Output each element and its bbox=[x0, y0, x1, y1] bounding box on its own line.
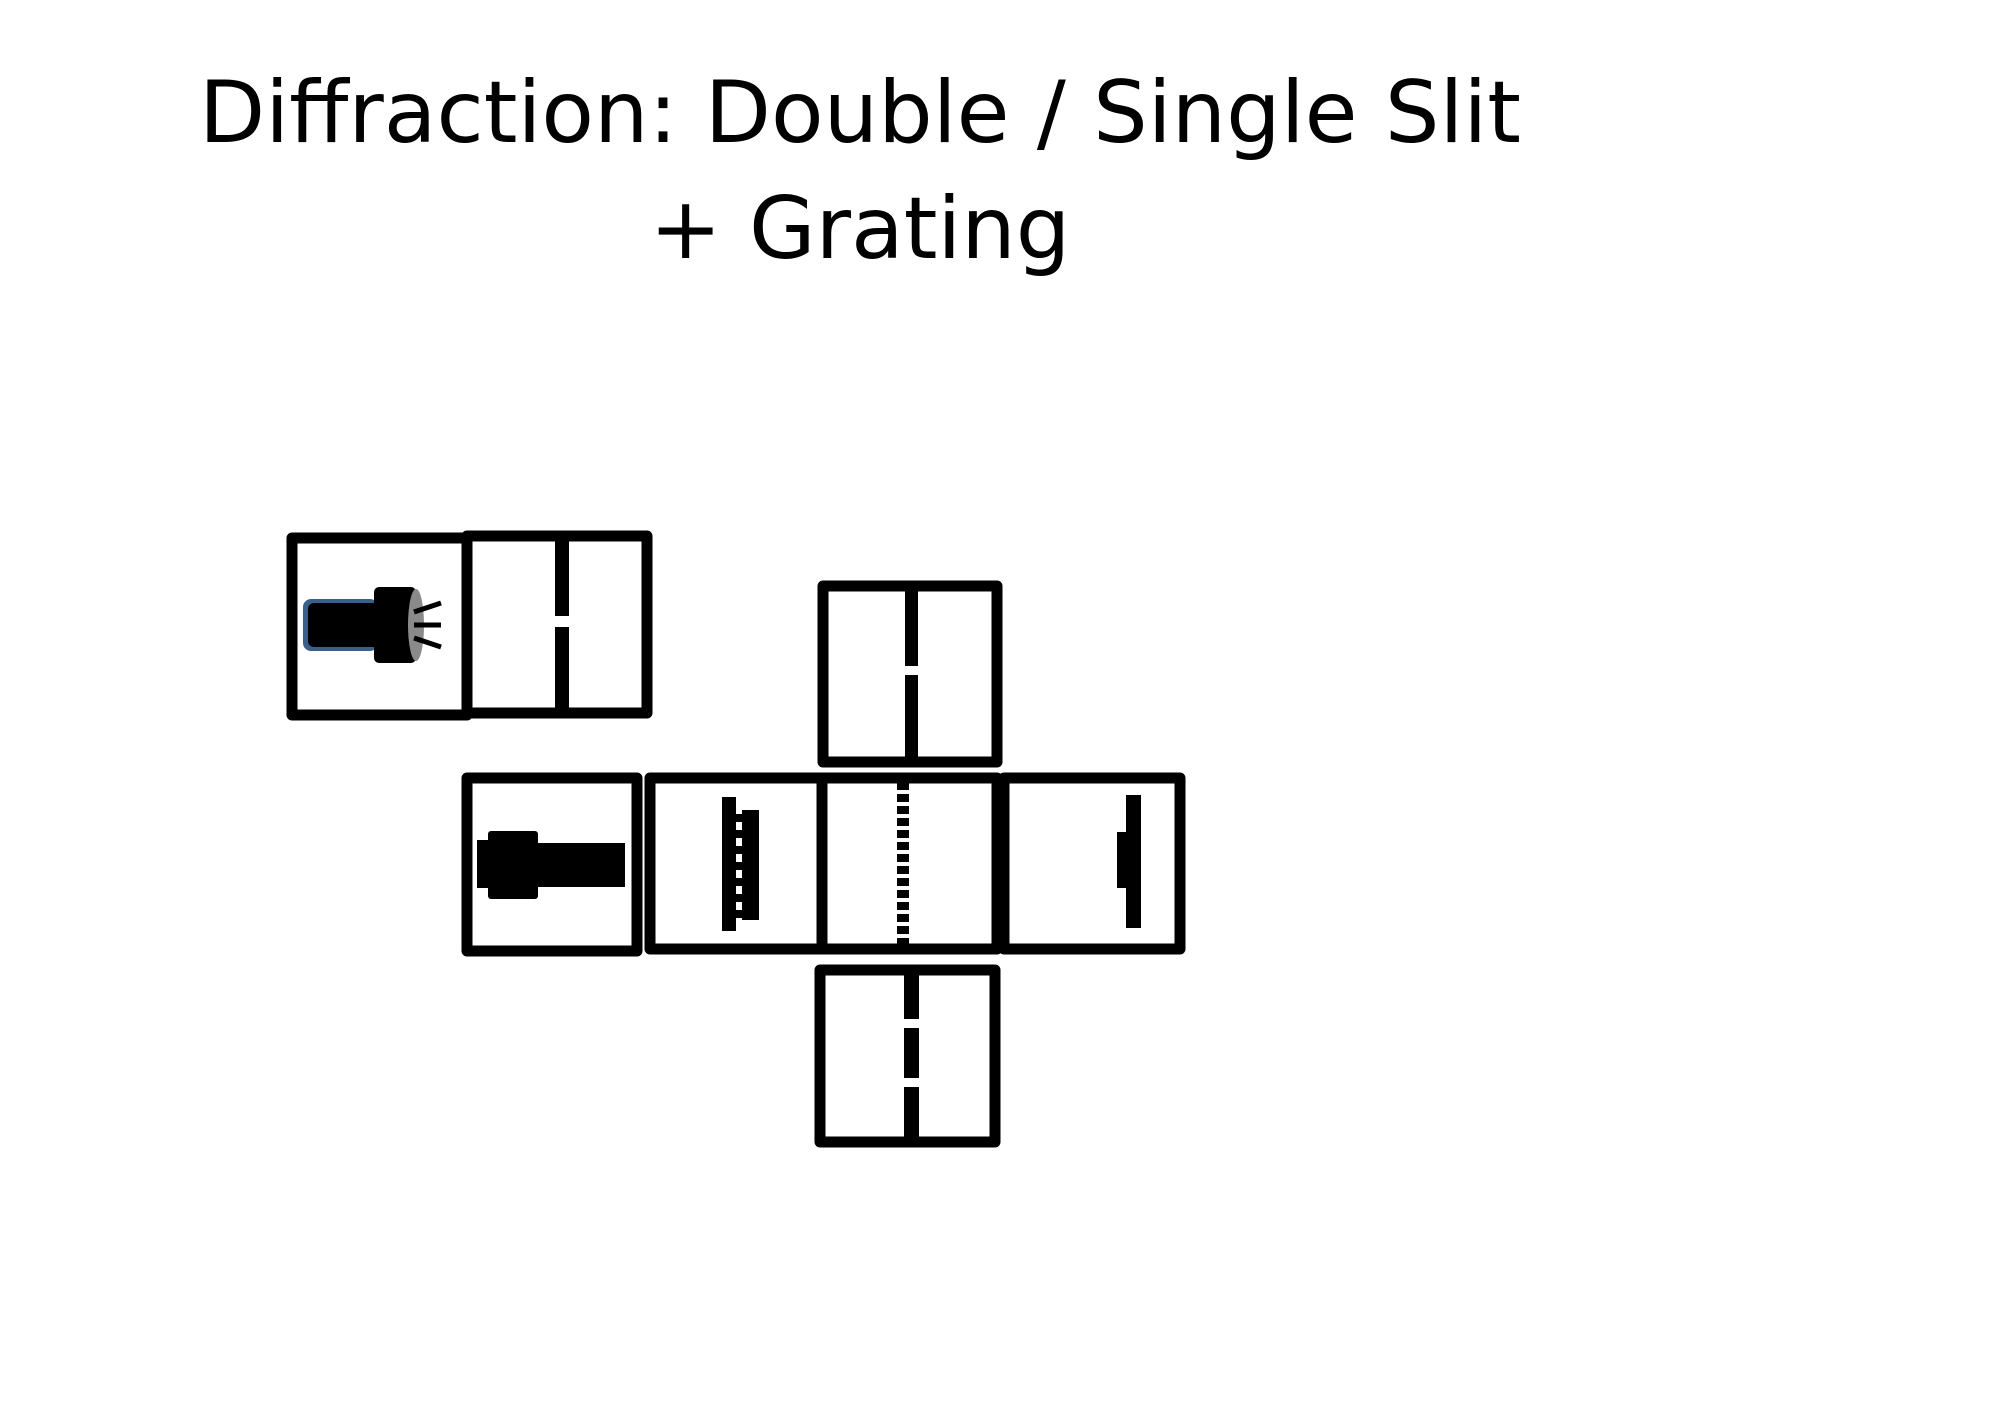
page-title: Diffraction: Double / Single Slit + Grat… bbox=[199, 63, 1521, 279]
single-slit-icon bbox=[555, 539, 569, 710]
single-slit-tile[interactable] bbox=[461, 530, 653, 719]
lamp-tile[interactable] bbox=[286, 532, 473, 721]
screen-icon bbox=[1117, 795, 1141, 928]
double-slit-icon bbox=[722, 797, 759, 931]
double-slit-tile[interactable] bbox=[644, 772, 828, 955]
single-slit-icon bbox=[905, 589, 918, 759]
grating-icon bbox=[897, 782, 909, 946]
laser-icon bbox=[477, 831, 625, 899]
screen-tile[interactable] bbox=[998, 772, 1186, 955]
laser-tile[interactable] bbox=[461, 772, 643, 957]
grating-tile[interactable] bbox=[816, 772, 1003, 955]
double-slit-tile-bottom[interactable] bbox=[814, 964, 1001, 1148]
single-slit-tile-top[interactable] bbox=[817, 580, 1003, 768]
double-slit-icon bbox=[904, 973, 919, 1139]
lamp-icon bbox=[303, 587, 442, 663]
